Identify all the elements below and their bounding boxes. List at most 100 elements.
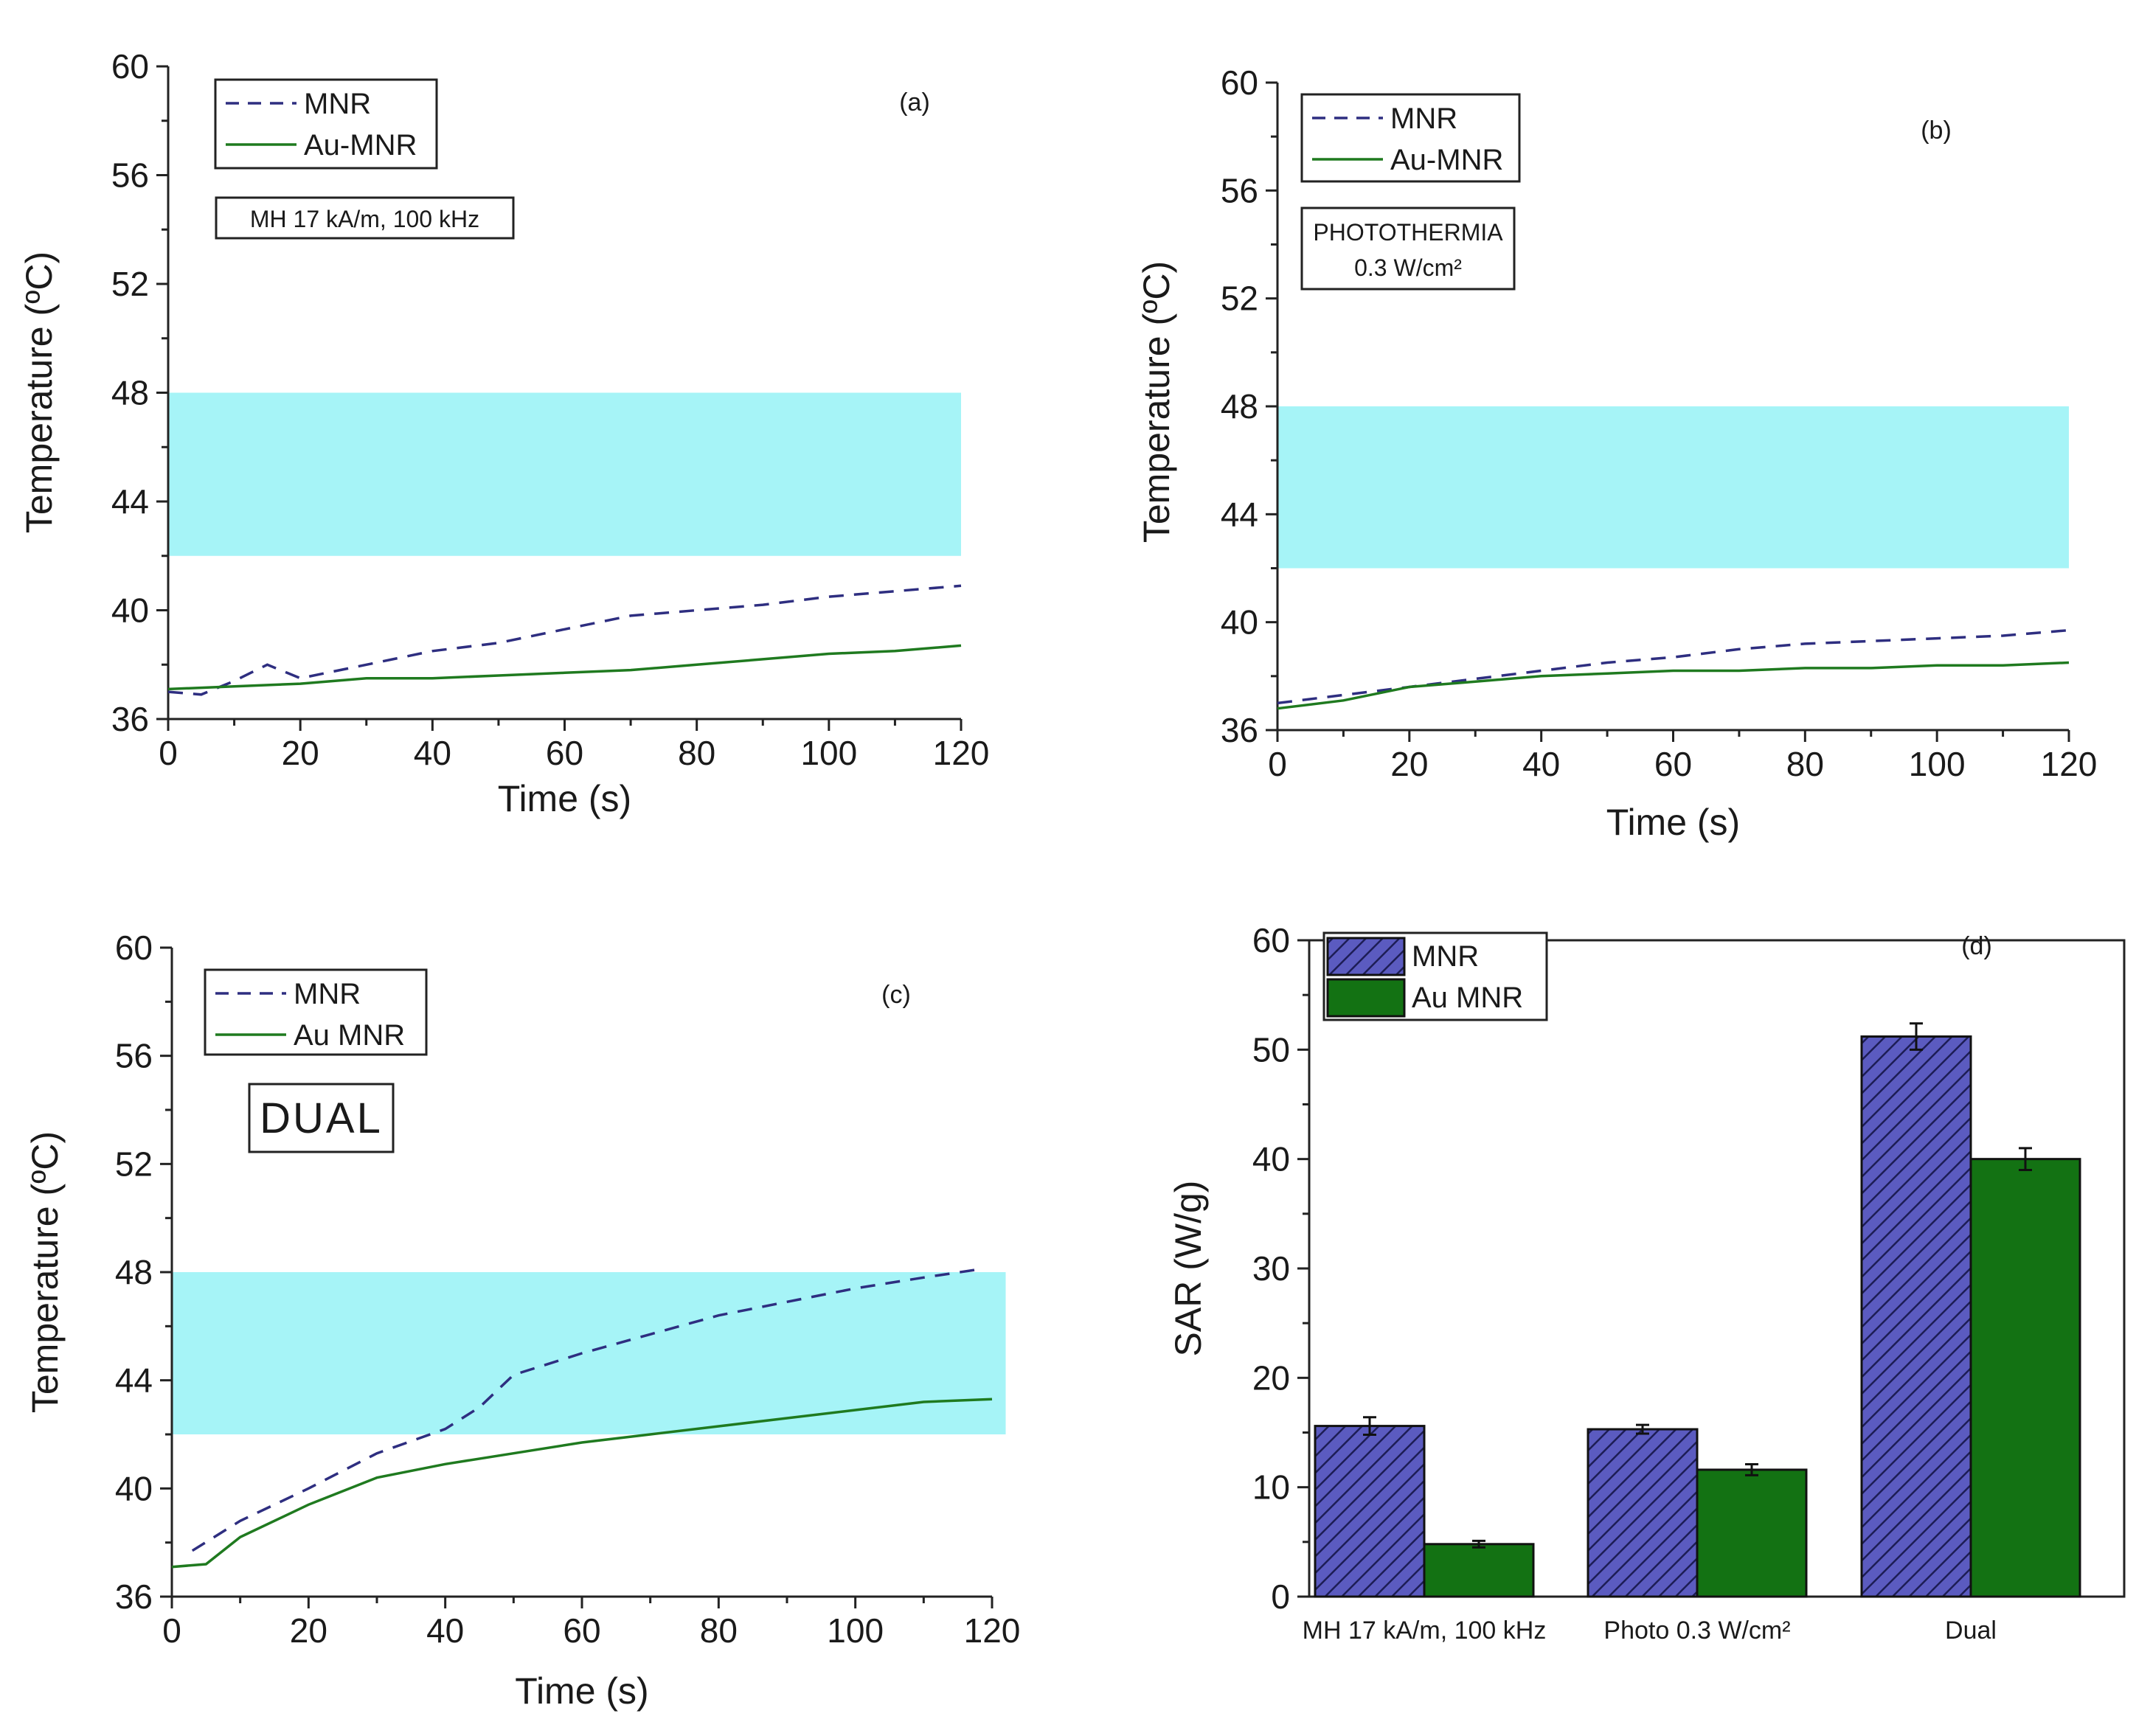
y-axis-label: Temperature (ºC) <box>1136 261 1177 543</box>
panel-b-chart: 36 40 44 48 52 56 60 0 20 40 60 80 100 120 Time (s) Tem… <box>1136 63 2097 843</box>
legend-box <box>204 968 428 1056</box>
annotation-box <box>248 1083 395 1153</box>
hyperthermia-band <box>172 1272 1006 1434</box>
x-tick-label: 20 <box>290 1611 327 1650</box>
legend-label-au-mnr: Au-MNR <box>304 129 417 162</box>
y-tick-label: 40 <box>115 1469 153 1507</box>
y-tick-label: 40 <box>111 591 149 630</box>
y-axis-label: SAR (W/g) <box>1168 1181 1209 1357</box>
y-tick-label: 56 <box>115 1037 153 1075</box>
x-tick-label: 60 <box>1654 745 1692 783</box>
panel-d-bar-chart: 0 10 20 30 40 50 60 SAR (W/g) MH 17 kA/m, 100 kH… <box>1168 921 2126 1645</box>
series-line-mnr <box>1277 628 2070 705</box>
legend-swatch-mnr <box>1326 937 1406 976</box>
y-tick-label: 40 <box>1252 1140 1290 1178</box>
x-tick-label: 40 <box>426 1611 464 1650</box>
y-tick-label: 44 <box>111 482 149 521</box>
x-tick-label: 100 <box>1909 745 1966 783</box>
x-tick-label: 120 <box>964 1611 1021 1650</box>
panel-letter: (d) <box>1961 932 1992 960</box>
legend-label-au-mnr: Au MNR <box>294 1019 405 1052</box>
y-tick-label: 48 <box>1221 387 1258 426</box>
y-tick-label: 36 <box>111 700 149 738</box>
legend-label-mnr: MNR <box>294 978 361 1010</box>
x-tick-label: 120 <box>933 734 990 772</box>
y-tick-label: 10 <box>1252 1468 1290 1507</box>
y-tick-label: 36 <box>115 1577 153 1616</box>
series-line-au-mnr <box>167 644 962 691</box>
x-axis-label: Time (s) <box>515 1670 648 1712</box>
y-tick-label: 20 <box>1252 1358 1290 1397</box>
annotation-box <box>1300 206 1516 291</box>
category-label: Dual <box>1945 1617 1997 1645</box>
x-tick-label: 0 <box>159 734 178 772</box>
legend-label-au-mnr: Au MNR <box>1412 982 1523 1014</box>
y-tick-label: 36 <box>1221 711 1258 749</box>
x-tick-label: 40 <box>414 734 451 772</box>
category-label: Photo 0.3 W/cm² <box>1603 1617 1790 1645</box>
series-line-au-mnr <box>171 1398 993 1569</box>
annotation-text-line1: PHOTOTHERMIA <box>1313 219 1503 246</box>
panel-letter: (b) <box>1921 117 1952 145</box>
y-tick-label: 52 <box>115 1145 153 1183</box>
x-tick-label: 80 <box>1786 745 1824 783</box>
y-tick-label: 40 <box>1221 603 1258 642</box>
y-tick-label: 44 <box>115 1361 153 1400</box>
panel-c-chart: 36 40 44 48 52 56 60 0 20 40 60 80 100 120 Time (s) Tem… <box>24 928 1020 1712</box>
y-tick-label: 30 <box>1252 1249 1290 1288</box>
panel-letter: (a) <box>899 88 930 117</box>
y-tick-label: 60 <box>1221 63 1258 102</box>
y-tick-label: 48 <box>115 1253 153 1291</box>
x-tick-label: 60 <box>546 734 583 772</box>
x-tick-label: 40 <box>1522 745 1560 783</box>
legend-box <box>1300 93 1521 183</box>
y-axis-label: Temperature (ºC) <box>18 251 60 533</box>
legend-swatch-au-mnr <box>1326 978 1406 1018</box>
y-tick-label: 60 <box>115 928 153 967</box>
y-tick-label: 56 <box>1221 171 1258 209</box>
annotation-text: DUAL <box>260 1094 383 1142</box>
x-tick-label: 20 <box>1390 745 1428 783</box>
legend-label-mnr: MNR <box>304 88 371 120</box>
hyperthermia-band <box>1277 406 2069 569</box>
x-tick-label: 100 <box>827 1611 884 1650</box>
annotation-text: MH 17 kA/m, 100 kHz <box>250 206 479 232</box>
y-tick-label: 0 <box>1271 1577 1290 1616</box>
legend-box <box>214 78 438 170</box>
series-line-mnr <box>167 584 962 696</box>
x-tick-label: 0 <box>1268 745 1287 783</box>
series-line-mnr <box>191 1268 979 1552</box>
x-tick-label: 80 <box>678 734 715 772</box>
x-axis-label: Time (s) <box>1606 802 1740 843</box>
y-axis-label: Temperature (ºC) <box>24 1131 66 1413</box>
y-tick-label: 44 <box>1221 495 1258 533</box>
x-tick-label: 120 <box>2041 745 2098 783</box>
y-tick-label: 48 <box>111 374 149 412</box>
x-tick-label: 20 <box>282 734 319 772</box>
y-tick-label: 52 <box>1221 280 1258 318</box>
bar-mnr <box>1587 1428 1699 1598</box>
y-tick-label: 50 <box>1252 1030 1290 1069</box>
bar-au-mnr <box>1696 1468 1808 1598</box>
legend-label-mnr: MNR <box>1390 103 1457 135</box>
x-tick-label: 100 <box>800 734 857 772</box>
x-axis-label: Time (s) <box>498 778 631 819</box>
bar-mnr <box>1860 1035 1972 1598</box>
series-line-au-mnr <box>1277 661 2070 710</box>
y-tick-label: 60 <box>1252 921 1290 959</box>
bar-au-mnr <box>1969 1158 2081 1598</box>
legend-label-mnr: MNR <box>1412 940 1479 973</box>
x-tick-label: 0 <box>162 1611 181 1650</box>
x-tick-label: 80 <box>700 1611 738 1650</box>
y-tick-label: 56 <box>111 156 149 195</box>
y-tick-label: 60 <box>111 47 149 86</box>
bar-au-mnr <box>1423 1543 1535 1598</box>
hyperthermia-band <box>168 392 961 556</box>
panel-a-chart: 36 40 44 48 52 56 60 0 20 40 60 80 100 120 Time (s) Tem… <box>18 47 989 819</box>
y-tick-label: 52 <box>111 265 149 303</box>
legend-label-au-mnr: Au-MNR <box>1390 144 1503 176</box>
x-tick-label: 60 <box>563 1611 600 1650</box>
category-label: MH 17 kA/m, 100 kHz <box>1303 1617 1547 1645</box>
annotation-text-line2: 0.3 W/cm² <box>1354 254 1462 281</box>
